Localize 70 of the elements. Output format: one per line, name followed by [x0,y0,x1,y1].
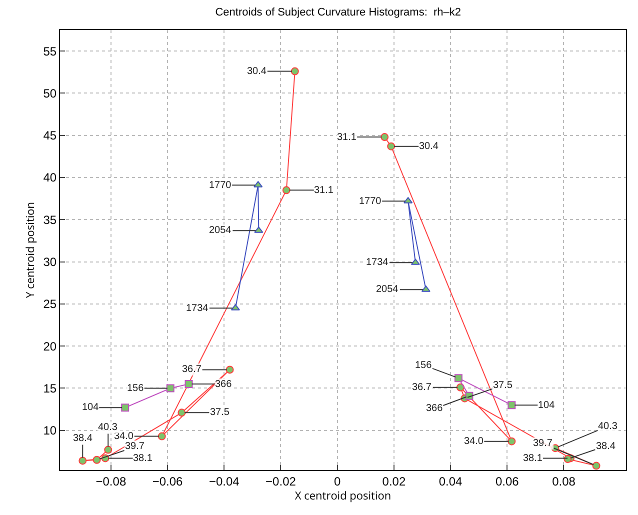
y-tick-label: 50 [43,86,57,100]
y-tick-label: 45 [43,128,57,143]
annotation: 40.3 [98,422,118,433]
annotation: 2054 [209,225,232,236]
x-axis-title: X centroid position [294,488,392,504]
annotation: 34.0 [114,431,134,442]
annotation: 34.0 [464,436,484,447]
point [290,67,299,76]
annotation: 1734 [186,303,209,314]
annotation: 30.4 [419,141,439,152]
annotation: 37.5 [493,380,513,391]
annotation: 36.7 [412,382,432,393]
point [508,401,516,410]
annotation: 38.1 [133,453,153,464]
annotation: 31.1 [314,185,334,196]
point [226,366,234,374]
annotation: 30.4 [247,66,267,77]
x-tick-label: −0.04 [208,474,240,488]
chart-title: Centroids of Subject Curvature Histograms: rh–k2 [215,6,462,18]
annotation: 366 [426,403,444,414]
point [78,456,87,465]
x-tick-label: 0.02 [382,474,406,488]
annotation: 1770 [359,196,382,207]
y-tick-label: 20 [43,339,57,354]
y-tick-label: 10 [43,424,57,438]
point [282,186,290,194]
annotation: 38.1 [523,453,543,464]
annotation: 31.1 [337,132,357,143]
y-tick-label: 35 [43,212,57,227]
point [158,432,166,440]
point [380,133,389,142]
y-tick-label: 40 [43,170,57,185]
point [166,384,174,392]
annotation: 37.5 [210,407,230,418]
point [564,455,572,464]
point [184,380,193,388]
x-tick-label: 0.06 [495,474,520,488]
y-tick-label: 25 [43,297,57,312]
annotation: 1734 [366,257,389,268]
annotation: 39.7 [533,438,553,449]
annotation: 104 [538,400,556,411]
annotation: 36.7 [182,364,202,375]
x-tick-label: −0.06 [152,474,184,488]
point [508,437,516,446]
point [592,462,600,470]
y-axis-title: Y centroid position [22,202,38,298]
annotation: 156 [415,360,432,371]
point [178,408,186,417]
annotation: 104 [82,402,100,413]
annotation: 39.7 [125,441,145,452]
y-tick-label: 30 [43,255,57,269]
annotation: 1770 [209,180,232,191]
point [92,456,101,464]
y-tick-label: 15 [43,381,57,396]
x-tick-label: −0.08 [96,474,126,488]
point [104,446,112,454]
x-tick-label: 0.08 [552,474,576,488]
annotation: 366 [215,379,232,390]
annotation: 38.4 [596,441,616,452]
x-tick-label: −0.02 [266,474,296,488]
point [387,142,396,150]
annotation: 40.3 [598,421,618,432]
x-tick-label: 0 [334,474,341,488]
y-tick-label: 55 [43,44,57,58]
annotation: 156 [127,383,144,394]
point [454,374,462,382]
annotation: 38.4 [73,433,93,444]
point [121,404,130,412]
annotation: 2054 [376,284,399,295]
x-tick-label: 0.04 [438,474,463,488]
